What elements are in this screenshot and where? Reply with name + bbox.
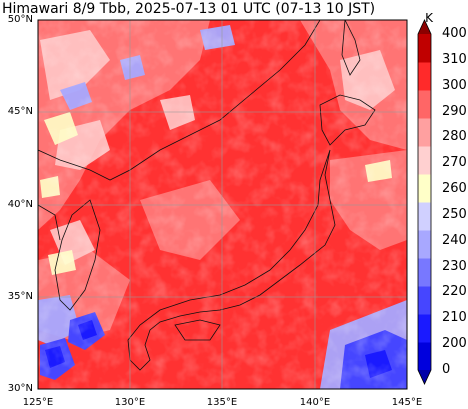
colorbar-segment: [418, 258, 431, 287]
colorbar-segment: [418, 34, 431, 63]
colorbar-tick-label: 290: [442, 103, 467, 119]
lat-tick-label: 50°N: [7, 14, 33, 25]
gridlines: [38, 20, 407, 389]
colorbar-tick-label: 250: [442, 206, 467, 222]
map-title: Himawari 8/9 Tbb, 2025-07-13 01 UTC (07-…: [2, 1, 376, 17]
lon-tick-label: 125°E: [22, 397, 54, 408]
colorbar-tick-label: 260: [442, 181, 467, 197]
colorbar-tick-label: 0: [442, 362, 451, 377]
colorbar-tick-label: 210: [442, 310, 467, 326]
map-frame: [37, 19, 408, 390]
colorbar-outline: [417, 19, 432, 385]
colorbar-tick-label: 310: [442, 51, 467, 67]
colorbar-segment: [418, 146, 431, 175]
lat-tick-label: 30°N: [7, 383, 33, 394]
colorbar-segment: [418, 174, 431, 203]
lon-tick-label: 140°E: [299, 397, 331, 408]
lat-tick-label: 35°N: [7, 291, 33, 302]
coastlines: [38, 20, 376, 371]
colorbar: [417, 19, 432, 385]
colorbar-tick-label: 230: [442, 258, 467, 274]
colorbar-tick-label: 240: [442, 232, 467, 248]
lat-tick-label: 40°N: [7, 199, 33, 210]
colorbar-segment: [418, 342, 431, 371]
colorbar-segment: [418, 202, 431, 231]
colorbar-tick-label: 270: [442, 155, 467, 171]
colorbar-tick-label: 200: [442, 336, 467, 352]
colorbar-tick-label: 280: [442, 129, 467, 145]
colorbar-tick-label: 300: [442, 77, 467, 93]
colorbar-unit: K: [425, 11, 433, 25]
colorbar-segment: [418, 314, 431, 343]
colorbar-segment: [418, 118, 431, 147]
lon-tick-label: 135°E: [206, 397, 238, 408]
colorbar-extend-low: [418, 370, 431, 384]
colorbar-segment: [418, 230, 431, 259]
colorbar-tick-label: 400: [442, 26, 467, 41]
colorbar-segment: [418, 286, 431, 315]
lat-tick-label: 45°N: [7, 106, 33, 117]
lon-tick-label: 130°E: [114, 397, 146, 408]
colorbar-extend-high: [418, 20, 431, 34]
colorbar-segment: [418, 90, 431, 119]
lon-tick-label: 145°E: [391, 397, 423, 408]
colorbar-tick-label: 220: [442, 284, 467, 300]
colorbar-segment: [418, 62, 431, 91]
